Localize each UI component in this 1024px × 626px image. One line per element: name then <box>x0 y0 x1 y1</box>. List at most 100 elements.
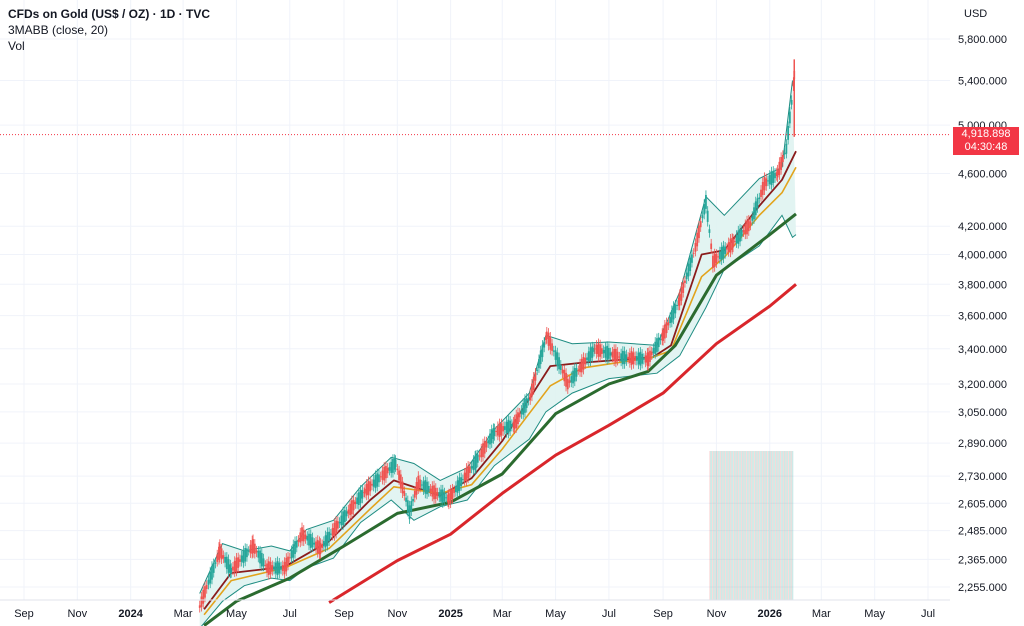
candle-body <box>670 310 673 323</box>
candle-body <box>760 189 762 198</box>
volume-bar <box>735 451 737 600</box>
candle-body <box>746 220 748 235</box>
candle-body <box>321 544 324 548</box>
volume-bar <box>748 451 750 600</box>
volume-bar <box>758 451 760 600</box>
candle-body <box>717 256 720 258</box>
candle-body <box>438 492 441 498</box>
candle-body <box>772 170 775 183</box>
candle-body <box>449 489 452 504</box>
candle-body <box>524 398 526 413</box>
volume-bar <box>753 451 754 600</box>
volume-bar <box>718 451 719 600</box>
candle-body <box>559 364 562 370</box>
volume-bar <box>746 451 747 600</box>
candle-body <box>652 347 655 354</box>
candle-body <box>520 409 523 415</box>
candle-body <box>489 433 491 445</box>
candle-body <box>342 511 345 526</box>
candle-body <box>778 161 781 176</box>
candle-body <box>247 550 250 552</box>
volume-bar <box>754 451 756 600</box>
candle-body <box>209 571 212 584</box>
time-axis[interactable]: Sep Nov 2024 Mar May Jul Sep Nov 2025 Mar May Jul Se… <box>0 599 950 620</box>
candle-body <box>490 429 493 444</box>
candle-body <box>637 352 640 365</box>
volume-bar <box>714 451 716 600</box>
candle-body <box>732 238 734 248</box>
volume-label[interactable]: Vol <box>8 39 25 53</box>
volume-bars <box>709 451 794 600</box>
candle-body <box>454 485 457 493</box>
candle-body <box>720 246 723 261</box>
candle-body <box>417 475 420 490</box>
volume-bar <box>733 451 735 600</box>
price-tick-label: 2,605.000 <box>958 498 1007 510</box>
candle-body <box>630 351 633 366</box>
candle-body <box>253 543 256 554</box>
indicator-label[interactable]: 3MABB (close, 20) <box>8 23 109 37</box>
candle-body <box>461 479 464 481</box>
candle-body <box>513 419 516 430</box>
candle-body <box>396 468 399 471</box>
volume-bar <box>786 451 788 600</box>
candle-body <box>776 169 779 178</box>
candle-body <box>420 484 423 486</box>
volume-bar <box>789 451 791 600</box>
bar-countdown: 04:30:48 <box>964 140 1008 153</box>
candle-body <box>319 542 322 555</box>
volume-bar <box>750 451 752 600</box>
candle-body <box>744 224 747 235</box>
volume-bar <box>781 451 783 600</box>
candle-body <box>204 586 206 598</box>
candle-body <box>240 555 243 562</box>
candle-body <box>682 282 685 293</box>
volume-bar <box>772 451 774 600</box>
price-axis[interactable]: 5,800.0005,400.0005,000.0004,600.0004,20… <box>958 34 1007 594</box>
currency-label[interactable]: USD <box>964 8 988 20</box>
candle-body <box>392 458 394 473</box>
candle-body <box>315 541 317 549</box>
candle-body <box>309 534 312 548</box>
grid-lines <box>0 0 950 600</box>
candle-body <box>607 347 610 359</box>
candle-body <box>386 467 389 474</box>
candle-body <box>361 490 364 499</box>
volume-bar <box>719 451 720 600</box>
candle-body <box>719 251 721 260</box>
symbol-title[interactable]: CFDs on Gold (US$ / OZ) · 1D · TVC <box>8 7 210 21</box>
candle-body <box>413 490 416 498</box>
candle-body <box>295 540 298 548</box>
candle-body <box>288 557 291 559</box>
candle-body <box>713 253 716 268</box>
candle-body <box>549 336 552 350</box>
volume-bar <box>724 451 726 600</box>
candle-body <box>415 481 418 495</box>
time-tick-label: Jul <box>283 608 297 620</box>
price-tick-label: 2,890.000 <box>958 438 1007 450</box>
candle-body <box>669 317 671 324</box>
time-tick-label: Mar <box>493 608 512 620</box>
candle-body <box>200 596 203 607</box>
candle-body <box>487 440 490 444</box>
candle-body <box>712 255 714 268</box>
candle-body <box>770 171 773 186</box>
candle-body <box>765 178 768 187</box>
time-tick-label: 2026 <box>758 608 782 620</box>
candle-body <box>579 363 581 373</box>
candle-body <box>283 561 286 575</box>
candle-body <box>266 563 268 573</box>
candle-body <box>302 529 305 542</box>
candle-body <box>233 560 236 573</box>
candle-body <box>510 423 513 427</box>
candle-body <box>753 207 755 220</box>
volume-bar <box>775 451 777 600</box>
time-tick-label: Sep <box>14 608 34 620</box>
candle-body <box>691 254 693 263</box>
candle-body <box>202 589 205 604</box>
volume-bar <box>715 451 717 600</box>
candle-body <box>374 475 377 489</box>
candle-body <box>498 423 501 438</box>
candle-body <box>502 426 505 432</box>
